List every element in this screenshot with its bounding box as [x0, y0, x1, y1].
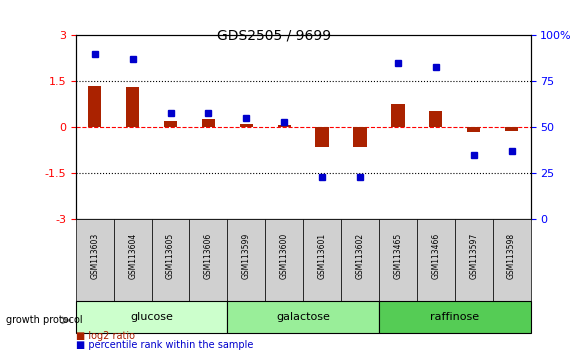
- Text: galactose: galactose: [276, 312, 330, 322]
- FancyBboxPatch shape: [455, 219, 493, 301]
- FancyBboxPatch shape: [417, 219, 455, 301]
- Bar: [429, 110, 442, 127]
- Bar: [353, 127, 367, 147]
- FancyBboxPatch shape: [76, 301, 227, 333]
- Bar: [278, 125, 291, 127]
- FancyBboxPatch shape: [76, 219, 114, 301]
- FancyBboxPatch shape: [303, 219, 341, 301]
- Text: growth protocol: growth protocol: [6, 315, 82, 325]
- Bar: [126, 87, 139, 127]
- Text: GSM113598: GSM113598: [507, 233, 516, 279]
- FancyBboxPatch shape: [379, 219, 417, 301]
- Text: GSM113597: GSM113597: [469, 233, 478, 279]
- Text: ■ percentile rank within the sample: ■ percentile rank within the sample: [76, 340, 253, 350]
- Bar: [391, 104, 405, 127]
- Text: GSM113605: GSM113605: [166, 233, 175, 279]
- Bar: [164, 121, 177, 127]
- FancyBboxPatch shape: [493, 219, 531, 301]
- Text: GSM113604: GSM113604: [128, 233, 137, 279]
- Text: GSM113466: GSM113466: [431, 233, 440, 279]
- Text: raffinose: raffinose: [430, 312, 479, 322]
- Text: GSM113606: GSM113606: [204, 233, 213, 279]
- FancyBboxPatch shape: [265, 219, 303, 301]
- Bar: [240, 124, 253, 127]
- Bar: [467, 127, 480, 132]
- FancyBboxPatch shape: [152, 219, 189, 301]
- FancyBboxPatch shape: [227, 219, 265, 301]
- FancyBboxPatch shape: [114, 219, 152, 301]
- Text: GSM113603: GSM113603: [90, 233, 99, 279]
- Text: GSM113465: GSM113465: [394, 233, 402, 279]
- Text: GSM113600: GSM113600: [280, 233, 289, 279]
- FancyBboxPatch shape: [341, 219, 379, 301]
- Text: GSM113602: GSM113602: [356, 233, 364, 279]
- Bar: [315, 127, 329, 147]
- FancyBboxPatch shape: [379, 301, 531, 333]
- Text: GSM113599: GSM113599: [242, 233, 251, 279]
- Bar: [505, 127, 518, 131]
- Bar: [88, 86, 101, 127]
- Text: GDS2505 / 9699: GDS2505 / 9699: [217, 28, 331, 42]
- FancyBboxPatch shape: [227, 301, 379, 333]
- Text: GSM113601: GSM113601: [318, 233, 326, 279]
- Bar: [202, 119, 215, 127]
- Text: ■ log2 ratio: ■ log2 ratio: [76, 331, 135, 341]
- FancyBboxPatch shape: [189, 219, 227, 301]
- Text: glucose: glucose: [130, 312, 173, 322]
